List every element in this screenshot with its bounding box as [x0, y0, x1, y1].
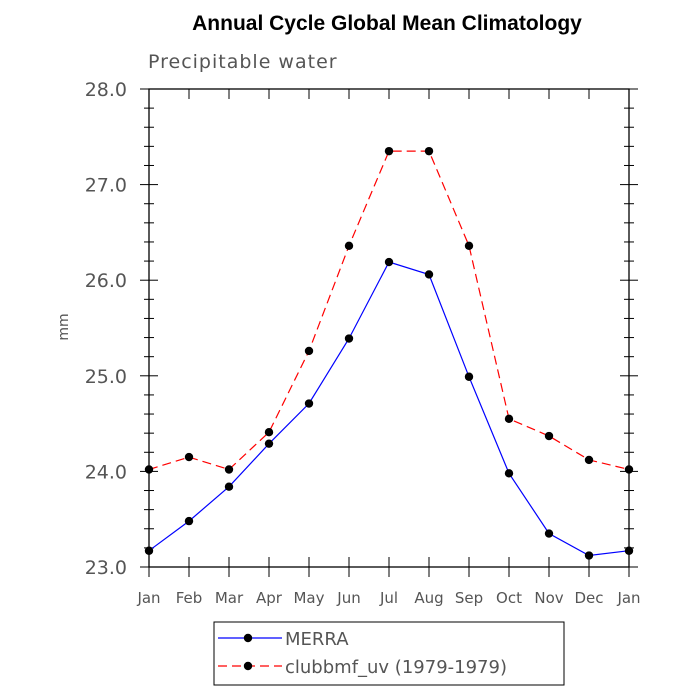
- legend-label: clubbmf_uv (1979-1979): [285, 657, 507, 678]
- data-point: [424, 270, 434, 279]
- legend-marker: [243, 633, 253, 643]
- data-point: [304, 346, 314, 356]
- y-tick-label: 26.0: [85, 270, 127, 292]
- y-tick-label: 27.0: [85, 175, 127, 197]
- y-tick-label: 23.0: [85, 557, 127, 579]
- x-tick-label: Apr: [256, 589, 283, 607]
- x-tick-label: Jan: [616, 589, 640, 607]
- data-point: [184, 452, 194, 462]
- data-point: [344, 241, 354, 250]
- x-tick-label: Jul: [379, 589, 398, 607]
- data-point: [504, 414, 514, 424]
- x-tick-label: Jun: [336, 589, 360, 607]
- data-point: [544, 529, 554, 538]
- y-tick-label: 28.0: [85, 79, 127, 101]
- data-point: [464, 241, 474, 250]
- x-tick-label: Sep: [455, 589, 483, 607]
- series-clubbmf-uv: [144, 146, 634, 474]
- data-point: [584, 455, 594, 465]
- x-tick-labels: Jan Feb Mar Apr May Jun Jul Aug Sep Oct Nov Dec Jan: [136, 589, 640, 607]
- x-tick-label: Dec: [574, 589, 603, 607]
- data-point: [504, 469, 514, 478]
- data-point: [424, 146, 434, 156]
- x-tick-label: Nov: [534, 589, 563, 607]
- series-line: [148, 150, 630, 471]
- legend-label: MERRA: [285, 629, 349, 650]
- data-point: [304, 399, 314, 408]
- axis-ticks: [140, 88, 638, 577]
- data-point: [344, 334, 354, 343]
- y-axis-title: mm: [56, 313, 72, 340]
- data-point: [384, 257, 394, 267]
- data-point: [184, 516, 194, 526]
- data-point: [264, 428, 274, 437]
- plot-frame: [148, 88, 630, 568]
- series-line: [148, 261, 630, 557]
- x-tick-label: May: [293, 589, 324, 607]
- x-tick-label: Aug: [414, 589, 443, 607]
- legend-box: [213, 621, 565, 686]
- y-tick-label: 24.0: [85, 461, 127, 483]
- y-tick-label: 25.0: [85, 366, 127, 388]
- x-tick-label: Oct: [496, 589, 522, 607]
- series-layer: [144, 146, 634, 560]
- data-point: [224, 482, 234, 491]
- legend: MERRA clubbmf_uv (1979-1979): [213, 621, 565, 686]
- chart-subtitle: Precipitable water: [148, 51, 338, 73]
- data-point: [384, 146, 394, 156]
- legend-marker: [243, 661, 253, 671]
- x-tick-label: Feb: [176, 589, 203, 607]
- data-point: [264, 439, 274, 448]
- data-point: [224, 465, 234, 474]
- x-tick-label: Jan: [136, 589, 160, 607]
- y-tick-labels: 23.0 24.0 25.0 26.0 27.0 28.0: [85, 79, 127, 579]
- chart-title: Annual Cycle Global Mean Climatology: [192, 12, 582, 35]
- data-point: [544, 431, 554, 441]
- series-merra: [144, 257, 634, 560]
- x-tick-label: Mar: [215, 589, 244, 607]
- data-point: [464, 372, 474, 381]
- data-point: [584, 551, 594, 560]
